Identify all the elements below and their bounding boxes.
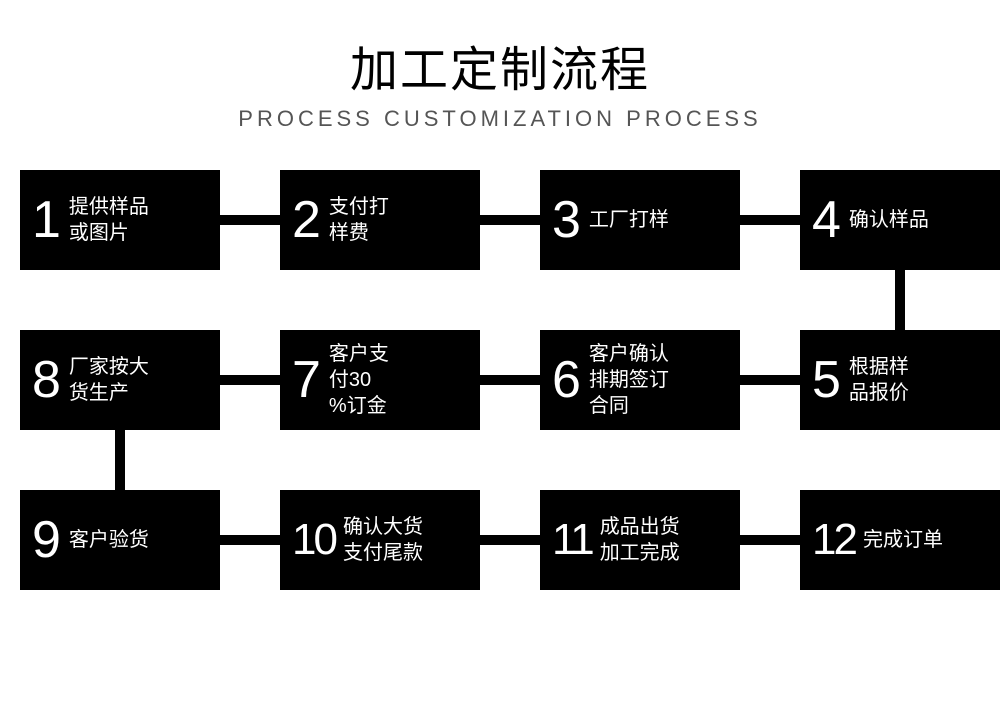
flow-connector: [220, 375, 280, 385]
process-step-2: 2支付打样费: [280, 170, 480, 270]
flow-connector: [740, 375, 800, 385]
process-step-10: 10确认大货支付尾款: [280, 490, 480, 590]
process-step-12: 12 完成订单: [800, 490, 1000, 590]
title-chinese: 加工定制流程: [0, 30, 1000, 100]
flow-connector: [220, 215, 280, 225]
step-number: 7: [292, 354, 321, 406]
title-english: PROCESS CUSTOMIZATION PROCESS: [0, 106, 1000, 132]
flow-connector: [740, 215, 800, 225]
step-label: 支付打样费: [329, 194, 389, 246]
step-number: 1: [32, 194, 61, 246]
step-label: 成品出货加工完成: [600, 514, 680, 566]
step-number: 5: [812, 354, 841, 406]
process-step-11: 11成品出货加工完成: [540, 490, 740, 590]
step-label: 工厂打样: [589, 207, 669, 233]
process-step-7: 7客户支付30%订金: [280, 330, 480, 430]
flow-connector: [220, 535, 280, 545]
step-label: 确认大货支付尾款: [343, 514, 423, 566]
process-flowchart: 1提供样品或图片 2支付打样费 3 工厂打样 4 确认样品 5根据样品报价 6客户确认排期签订…: [0, 170, 1000, 690]
step-number: 4: [812, 194, 841, 246]
process-step-8: 8厂家按大货生产: [20, 330, 220, 430]
process-step-4: 4 确认样品: [800, 170, 1000, 270]
header: 加工定制流程 PROCESS CUSTOMIZATION PROCESS: [0, 0, 1000, 132]
step-label: 厂家按大货生产: [69, 354, 149, 406]
step-number: 8: [32, 354, 61, 406]
process-step-5: 5根据样品报价: [800, 330, 1000, 430]
step-label: 完成订单: [863, 527, 943, 553]
step-label: 客户支付30%订金: [329, 341, 389, 419]
step-number: 10: [292, 518, 335, 562]
flow-connector: [115, 430, 125, 490]
process-step-6: 6客户确认排期签订合同: [540, 330, 740, 430]
step-label: 确认样品: [849, 207, 929, 233]
process-step-3: 3 工厂打样: [540, 170, 740, 270]
step-number: 11: [552, 518, 592, 562]
step-number: 12: [812, 518, 855, 562]
flow-connector: [480, 375, 540, 385]
step-number: 3: [552, 194, 581, 246]
step-label: 客户确认排期签订合同: [589, 341, 669, 419]
step-label: 根据样品报价: [849, 354, 909, 406]
step-label: 提供样品或图片: [69, 194, 149, 246]
step-number: 9: [32, 514, 61, 566]
step-number: 2: [292, 194, 321, 246]
process-step-9: 9 客户验货: [20, 490, 220, 590]
process-step-1: 1提供样品或图片: [20, 170, 220, 270]
flow-connector: [895, 270, 905, 330]
step-number: 6: [552, 354, 581, 406]
flow-connector: [480, 535, 540, 545]
flow-connector: [480, 215, 540, 225]
step-label: 客户验货: [69, 527, 149, 553]
flow-connector: [740, 535, 800, 545]
